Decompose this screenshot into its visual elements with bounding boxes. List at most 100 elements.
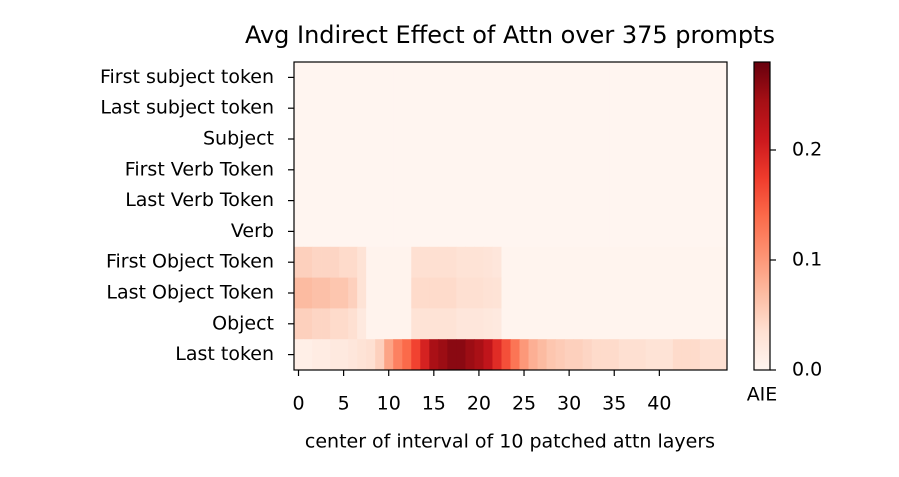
heatmap-cell: [708, 308, 719, 340]
heatmap-cell: [717, 308, 728, 340]
heatmap-cell: [438, 154, 448, 186]
heatmap-cell: [420, 185, 430, 217]
heatmap-cell: [384, 185, 394, 217]
heatmap-cell: [420, 62, 430, 94]
heatmap-cell: [501, 123, 511, 155]
heatmap-cell: [321, 154, 331, 186]
heatmap-cell: [618, 62, 629, 94]
heatmap-cell: [456, 246, 466, 278]
heatmap-cell: [555, 339, 566, 371]
heatmap-cell: [339, 339, 349, 371]
heatmap-cell: [456, 154, 466, 186]
heatmap-cell: [681, 92, 692, 124]
heatmap-cell: [627, 246, 638, 278]
heatmap-cell: [636, 246, 647, 278]
heatmap-cell: [366, 277, 376, 309]
heatmap-cell: [330, 154, 340, 186]
heatmap-cell: [348, 339, 358, 371]
heatmap-cell: [339, 308, 349, 340]
heatmap-cell: [330, 123, 340, 155]
heatmap-cell: [663, 62, 674, 94]
heatmap-cell: [627, 123, 638, 155]
y-tick-label: First Object Token: [106, 251, 274, 273]
heatmap-cell: [582, 62, 593, 94]
heatmap-cell: [708, 185, 719, 217]
plot-frame: [293, 61, 728, 371]
heatmap-cell: [294, 185, 304, 217]
heatmap-cell: [483, 277, 493, 309]
heatmap-cell: [303, 62, 313, 94]
heatmap-cell: [519, 62, 529, 94]
heatmap-cell: [519, 308, 529, 340]
heatmap-cell: [348, 246, 358, 278]
heatmap-cell: [708, 92, 719, 124]
colorbar-tick-label: 0.2: [792, 139, 822, 161]
heatmap-cell: [609, 277, 620, 309]
heatmap-cell: [600, 216, 611, 248]
heatmap-cell: [690, 216, 701, 248]
heatmap-cell: [546, 216, 557, 248]
heatmap-cell: [717, 62, 728, 94]
heatmap-cell: [384, 339, 394, 371]
heatmap-cell: [636, 92, 647, 124]
heatmap-cell: [357, 185, 367, 217]
heatmap-cell: [672, 277, 683, 309]
heatmap-cell: [456, 123, 466, 155]
heatmap-cell: [618, 277, 629, 309]
heatmap-cell: [420, 308, 430, 340]
heatmap-cell: [564, 92, 575, 124]
heatmap-cell: [699, 246, 710, 278]
heatmap-cell: [609, 308, 620, 340]
heatmap-cell: [465, 62, 475, 94]
heatmap-cell: [618, 123, 629, 155]
heatmap-cell: [303, 216, 313, 248]
heatmap-cell: [474, 277, 484, 309]
heatmap-cell: [654, 123, 665, 155]
heatmap-cell: [402, 62, 412, 94]
heatmap-cell: [501, 154, 511, 186]
heatmap-cell: [447, 62, 457, 94]
heatmap-cell: [519, 277, 529, 309]
heatmap-cell: [546, 185, 557, 217]
heatmap-cell: [501, 92, 511, 124]
heatmap-cell: [321, 185, 331, 217]
heatmap-cell: [708, 277, 719, 309]
heatmap-cell: [348, 185, 358, 217]
heatmap-cell: [330, 216, 340, 248]
x-tick-label: 5: [338, 393, 350, 415]
heatmap-cell: [375, 339, 385, 371]
heatmap-cell: [573, 123, 584, 155]
heatmap-cell: [690, 308, 701, 340]
x-tick-label: 15: [422, 393, 446, 415]
heatmap-cell: [555, 216, 566, 248]
heatmap-cell: [636, 216, 647, 248]
heatmap-cell: [294, 92, 304, 124]
heatmap-cell: [492, 92, 502, 124]
heatmap-cell: [384, 216, 394, 248]
heatmap-cell: [366, 92, 376, 124]
heatmap-cell: [429, 62, 439, 94]
heatmap-cell: [303, 123, 313, 155]
heatmap-cell: [717, 154, 728, 186]
heatmap-cell: [555, 308, 566, 340]
heatmap-cell: [465, 246, 475, 278]
heatmap-cell: [627, 154, 638, 186]
heatmap-cell: [645, 308, 656, 340]
heatmap-cell: [672, 216, 683, 248]
heatmap-cell: [393, 154, 403, 186]
heatmap-cell: [501, 246, 511, 278]
heatmap-cell: [357, 123, 367, 155]
heatmap-cell: [672, 154, 683, 186]
heatmap-cell: [636, 308, 647, 340]
heatmap-cell: [600, 339, 611, 371]
heatmap-cell: [357, 154, 367, 186]
heatmap-cell: [582, 246, 593, 278]
heatmap-cell: [564, 277, 575, 309]
heatmap-cell: [636, 185, 647, 217]
heatmap-cell: [663, 185, 674, 217]
heatmap-cell: [411, 92, 421, 124]
heatmap-cell: [312, 339, 322, 371]
heatmap-cell: [699, 308, 710, 340]
heatmap-cell: [708, 216, 719, 248]
